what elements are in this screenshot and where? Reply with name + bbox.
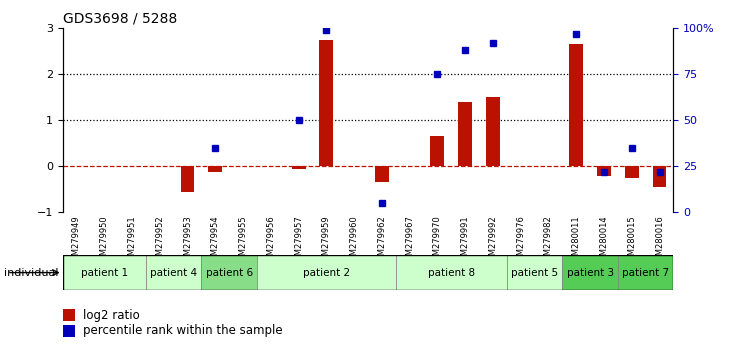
Text: patient 4: patient 4: [150, 268, 197, 278]
Text: patient 6: patient 6: [205, 268, 252, 278]
Text: patient 8: patient 8: [428, 268, 475, 278]
Bar: [570, 45, 583, 166]
Bar: [507, 255, 562, 290]
Bar: [319, 40, 333, 166]
Text: patient 2: patient 2: [302, 268, 350, 278]
Bar: [208, 166, 222, 172]
Text: percentile rank within the sample: percentile rank within the sample: [82, 325, 283, 337]
Text: patient 3: patient 3: [567, 268, 614, 278]
Bar: [257, 255, 396, 290]
Bar: [180, 166, 194, 192]
Text: GDS3698 / 5288: GDS3698 / 5288: [63, 12, 177, 26]
Bar: [562, 255, 618, 290]
Bar: [653, 166, 667, 187]
Bar: [597, 166, 611, 176]
Bar: [63, 325, 75, 337]
Bar: [63, 309, 75, 321]
Text: patient 1: patient 1: [81, 268, 128, 278]
Text: log2 ratio: log2 ratio: [82, 309, 140, 321]
Bar: [431, 137, 445, 166]
Bar: [486, 97, 500, 166]
Bar: [459, 102, 472, 166]
Bar: [625, 166, 639, 178]
Bar: [202, 255, 257, 290]
Bar: [618, 255, 673, 290]
Text: patient 7: patient 7: [622, 268, 669, 278]
Bar: [375, 166, 389, 183]
Bar: [146, 255, 202, 290]
Bar: [63, 255, 146, 290]
Bar: [291, 166, 305, 169]
Text: individual: individual: [4, 268, 58, 278]
Text: patient 5: patient 5: [511, 268, 558, 278]
Bar: [396, 255, 507, 290]
